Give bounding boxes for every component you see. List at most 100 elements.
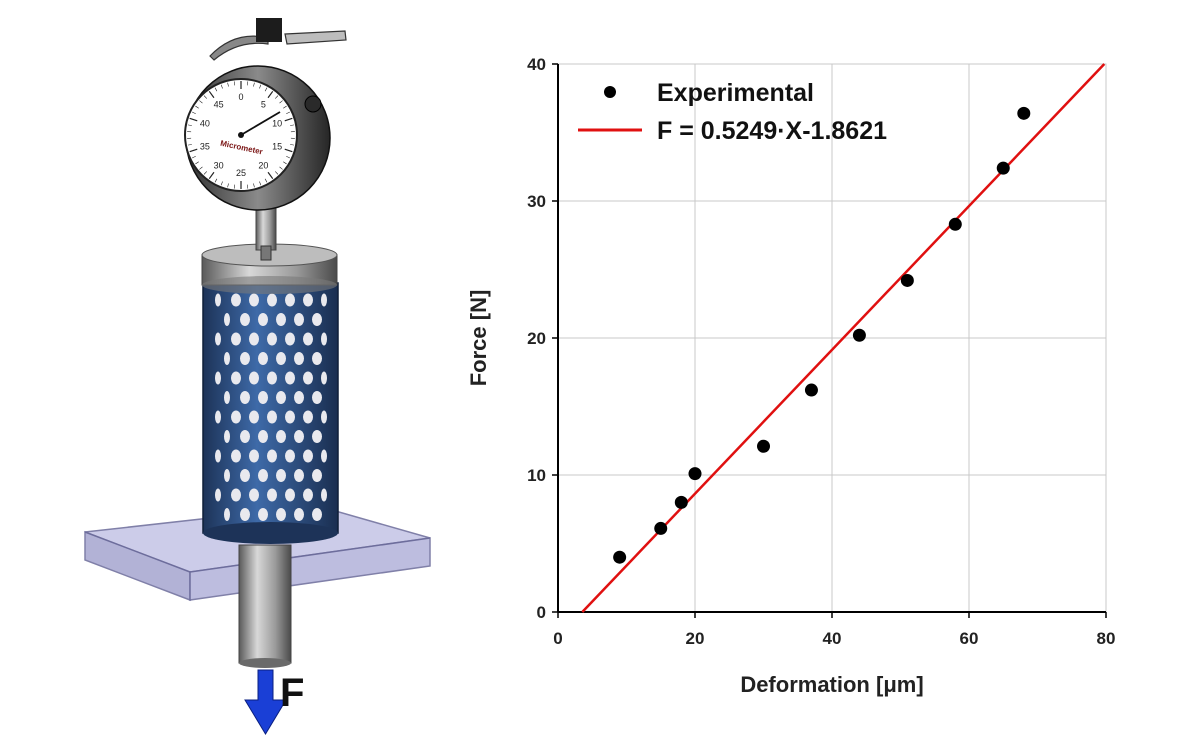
lattice-hole — [321, 332, 327, 346]
dial-number: 30 — [214, 161, 224, 171]
lattice-hole — [303, 293, 313, 307]
top-cap-bottom — [202, 276, 337, 294]
lattice-hole — [276, 352, 286, 365]
lattice-hole — [267, 332, 277, 346]
lattice-hole — [276, 508, 286, 521]
fit-line — [581, 63, 1106, 613]
dial-number: 45 — [214, 99, 224, 109]
data-point — [852, 328, 866, 342]
lattice-hole — [321, 488, 327, 502]
lattice-hole — [321, 293, 327, 307]
dial-tick — [208, 171, 215, 180]
lattice-hole — [215, 293, 221, 307]
lattice-hole — [312, 313, 322, 326]
legend: Experimental F = 0.5249·X-1.8621 — [578, 79, 887, 145]
dial-tick — [220, 181, 223, 186]
dial-number: 35 — [200, 142, 210, 152]
lattice-hole — [285, 410, 295, 424]
data-point — [804, 383, 818, 397]
dial-tick — [192, 111, 196, 114]
x-tick-label: 80 — [1097, 629, 1116, 648]
dial-tick — [279, 100, 283, 104]
lattice-hole — [240, 469, 250, 482]
lattice-hole — [231, 410, 241, 424]
data-point — [688, 467, 702, 481]
gauge-side-lever — [284, 30, 347, 45]
lattice-hole — [231, 332, 241, 346]
dial-tick — [283, 105, 287, 109]
lattice-hole — [258, 469, 268, 482]
dial-tick — [195, 105, 199, 109]
lattice-hole — [224, 352, 230, 365]
dial-tick — [275, 95, 279, 99]
lattice-hole — [249, 371, 259, 385]
lattice-hole — [312, 430, 322, 443]
gauge-needle — [240, 111, 281, 136]
gauge-hub — [238, 132, 244, 138]
x-tick-label: 0 — [553, 629, 562, 648]
legend-label-fit: F = 0.5249·X-1.8621 — [657, 117, 887, 145]
y-axis-title: Force [N] — [466, 290, 491, 387]
dial-tick — [227, 183, 229, 188]
lattice-hole — [312, 391, 322, 404]
data-point — [654, 521, 668, 535]
y-axis-ticks: 0 10 20 30 40 — [527, 55, 558, 622]
data-point — [996, 161, 1010, 175]
lattice-hole — [240, 391, 250, 404]
lattice-hole — [294, 391, 304, 404]
dial-tick — [267, 90, 274, 99]
lattice-hole — [285, 332, 295, 346]
dial-number: 25 — [236, 168, 246, 178]
dial-tick — [246, 81, 249, 86]
data-point — [613, 550, 627, 564]
dial-tick — [214, 87, 218, 92]
lattice-hole — [267, 371, 277, 385]
lattice-hole — [215, 371, 221, 385]
dial-tick — [187, 144, 192, 146]
lattice-hole — [224, 469, 230, 482]
lattice-hole — [303, 488, 313, 502]
lattice-hole — [294, 430, 304, 443]
lattice-hole — [267, 410, 277, 424]
lower-shaft-end — [239, 658, 291, 668]
data-point — [1017, 106, 1031, 120]
lattice-hole — [276, 313, 286, 326]
lattice-hole — [224, 430, 230, 443]
dial-tick — [192, 156, 196, 159]
lattice-hole — [224, 508, 230, 521]
lattice-hole — [312, 469, 322, 482]
dial-tick — [259, 181, 262, 186]
lower-shaft — [238, 544, 292, 664]
data-points — [613, 106, 1031, 564]
lattice-hole — [312, 508, 322, 521]
dial-tick — [233, 81, 236, 86]
dial-number: 20 — [258, 161, 268, 171]
dial-tick — [220, 84, 223, 89]
lattice-hole — [321, 371, 327, 385]
lattice-hole — [303, 371, 313, 385]
lattice-hole — [312, 352, 322, 365]
dial-tick — [208, 90, 215, 99]
dial-number: 15 — [272, 142, 282, 152]
lattice-hole — [258, 352, 268, 365]
legend-marker-experimental — [604, 86, 616, 98]
lattice-hole — [285, 371, 295, 385]
gauge-side-button — [304, 95, 322, 113]
dial-tick — [284, 148, 293, 153]
dial-tick — [189, 117, 198, 122]
lattice-hole — [303, 332, 313, 346]
dial-tick — [214, 178, 218, 183]
lattice-hole — [294, 508, 304, 521]
y-tick-label: 0 — [537, 603, 546, 622]
dial-tick — [286, 156, 290, 159]
lattice-hole — [258, 508, 268, 521]
dial-number: 5 — [261, 99, 266, 109]
force-arrow — [244, 669, 287, 735]
lattice-hole — [249, 449, 259, 463]
dial-tick — [246, 184, 249, 189]
dial-number: 0 — [238, 92, 243, 102]
gauge-scale: 0 5 10 15 20 25 30 35 40 45 — [187, 81, 295, 189]
lattice-hole — [224, 391, 230, 404]
lattice-hole — [321, 410, 327, 424]
